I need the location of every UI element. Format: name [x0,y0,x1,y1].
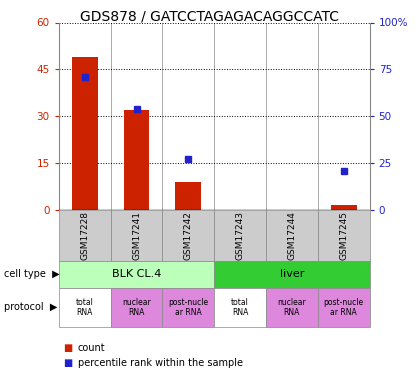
Bar [176,182,201,210]
Text: ■: ■ [63,358,72,368]
Text: GSM17243: GSM17243 [236,211,244,260]
Text: count: count [78,343,105,352]
Text: GDS878 / GATCCTAGAGACAGGCCATC: GDS878 / GATCCTAGAGACAGGCCATC [81,9,339,23]
Text: total
RNA: total RNA [231,298,249,317]
Text: GSM17228: GSM17228 [80,211,89,260]
Text: GSM17241: GSM17241 [132,211,141,260]
Text: nuclear
RNA: nuclear RNA [278,298,306,317]
Text: GSM17242: GSM17242 [184,211,193,260]
Bar [72,57,98,210]
Text: protocol  ▶: protocol ▶ [4,302,58,312]
Text: GSM17245: GSM17245 [339,211,348,260]
Bar [123,110,150,210]
Text: ■: ■ [63,343,72,352]
Text: BLK CL.4: BLK CL.4 [112,269,161,279]
Text: GSM17244: GSM17244 [287,211,297,260]
Text: cell type  ▶: cell type ▶ [4,269,60,279]
Text: percentile rank within the sample: percentile rank within the sample [78,358,243,368]
Bar [331,206,357,210]
Text: total
RNA: total RNA [76,298,94,317]
Text: post-nucle
ar RNA: post-nucle ar RNA [168,298,208,317]
Text: liver: liver [280,269,304,279]
Text: post-nucle
ar RNA: post-nucle ar RNA [324,298,364,317]
Text: nuclear
RNA: nuclear RNA [122,298,151,317]
